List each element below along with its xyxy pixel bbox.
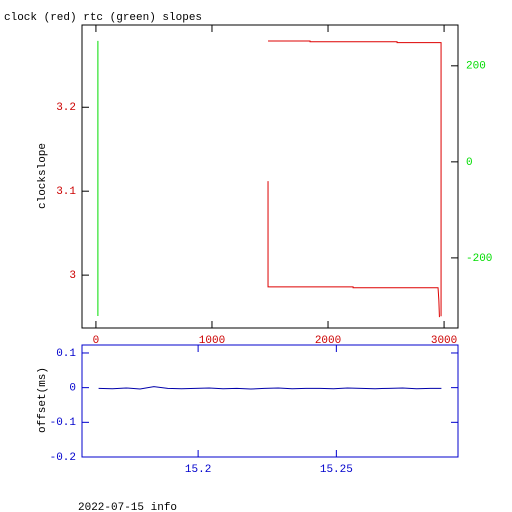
- y-axis-label: clockslope: [37, 143, 49, 209]
- x-tick-label: 1000: [199, 335, 225, 347]
- y-tick-label: -0.1: [50, 417, 77, 429]
- plot-frame: [81, 24, 459, 329]
- x-tick-label: 2000: [315, 335, 341, 347]
- y-tick-label: 0: [69, 383, 76, 395]
- x-tick-label: 3000: [431, 335, 457, 347]
- x-tick-label: 15.2: [185, 464, 211, 476]
- chart-title: clock (red) rtc (green) slopes: [4, 12, 202, 24]
- y-tick-label: 3.1: [56, 186, 76, 198]
- y-tick-label: 0.1: [56, 348, 76, 360]
- data-line: [267, 40, 442, 318]
- y2-tick-label: 200: [466, 61, 486, 73]
- y2-tick-label: -200: [466, 253, 492, 265]
- data-line: [98, 386, 442, 390]
- y-axis-label: offset(ms): [37, 367, 49, 433]
- caption: 2022-07-15 info: [78, 502, 177, 512]
- x-tick-label: 0: [93, 335, 100, 347]
- y2-tick-label: 0: [466, 157, 473, 169]
- y-tick-label: -0.2: [50, 452, 76, 464]
- y-tick-label: 3.2: [56, 102, 76, 114]
- plot-frame: [81, 344, 459, 458]
- y-tick-label: 3: [69, 270, 76, 282]
- x-tick-label: 15.25: [320, 464, 353, 476]
